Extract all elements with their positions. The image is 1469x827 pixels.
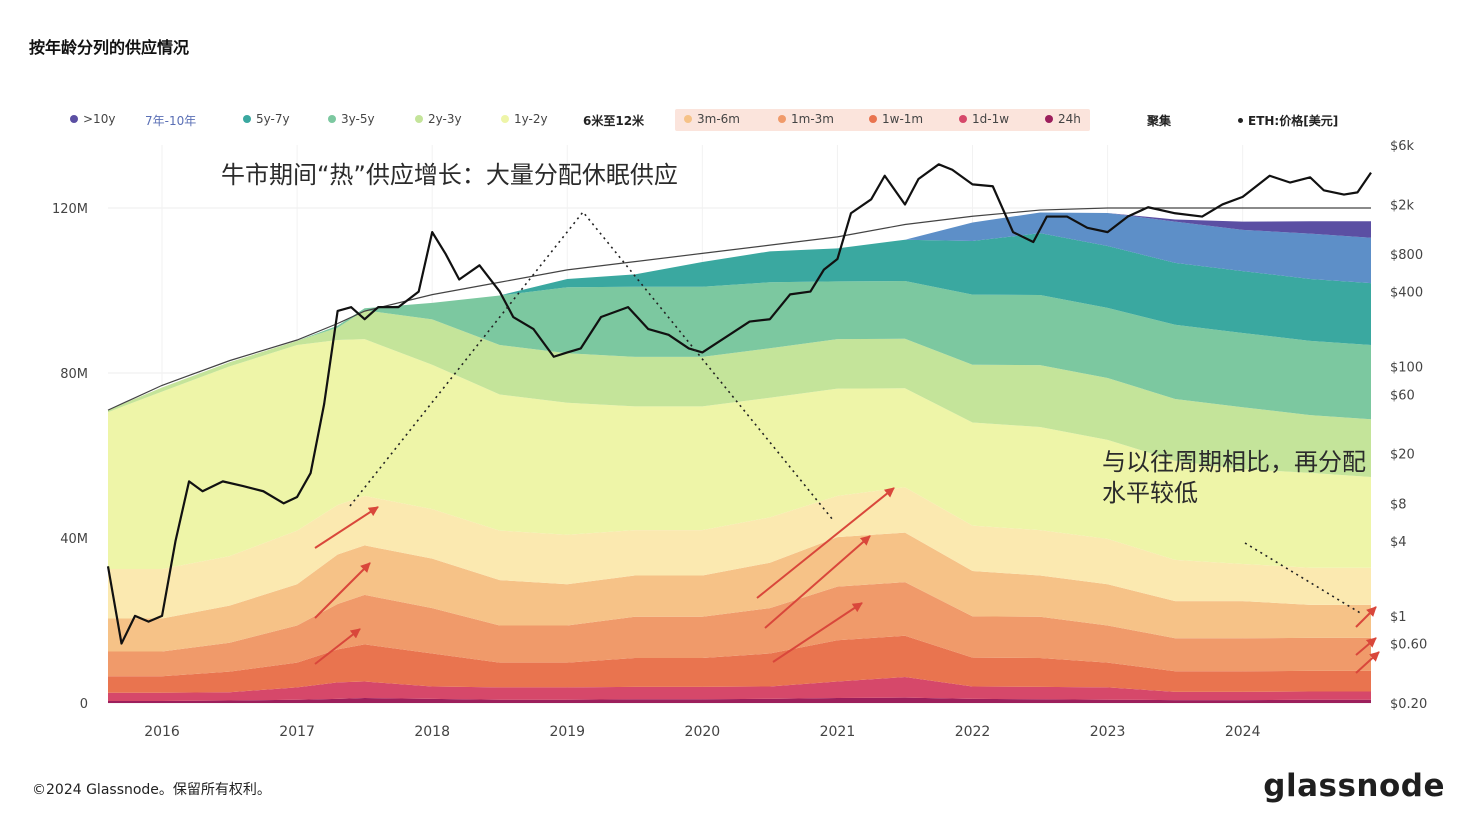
- legend-label: >10y: [83, 112, 116, 126]
- area-band: [108, 212, 1371, 411]
- red-arrow: [314, 628, 361, 665]
- legend-label: 2y-3y: [428, 112, 462, 126]
- x-tick-label: 2019: [549, 724, 585, 740]
- area-bands: [108, 212, 1371, 703]
- legend-item-aggregate[interactable]: 聚集: [1147, 112, 1171, 129]
- legend-item-1w-1m[interactable]: 1w-1m: [869, 112, 923, 126]
- legend-swatch: [869, 115, 877, 123]
- red-arrow: [1355, 637, 1377, 656]
- red-arrow: [1355, 606, 1377, 628]
- legend-swatch: [778, 115, 786, 123]
- x-tick-label: 2018: [414, 724, 450, 740]
- y-axis-left: 0 40M 80M 120M: [52, 202, 88, 712]
- x-tick-label: 2024: [1225, 724, 1261, 740]
- y-right-tick-label: $1: [1390, 610, 1407, 625]
- red-arrow: [772, 602, 863, 663]
- area-band: [108, 697, 1371, 703]
- legend-item-5y-7y[interactable]: 5y-7y: [243, 112, 290, 126]
- legend-label: 1d-1w: [972, 112, 1010, 126]
- area-band: [108, 281, 1371, 420]
- y-right-tick-label: $60: [1390, 388, 1415, 403]
- legend-swatch: [415, 115, 423, 123]
- y-left-tick-label: 0: [80, 697, 88, 712]
- legend-label: 1w-1m: [882, 112, 924, 126]
- annotation-redistribution: 与以往周期相比，再分配水平较低: [1102, 448, 1366, 507]
- red-arrow: [764, 535, 871, 629]
- legend-item-3y-5y[interactable]: 3y-5y: [328, 112, 375, 126]
- red-arrow: [314, 506, 379, 549]
- legend-short-term-band: [675, 109, 1090, 131]
- legend-label: ETH:价格[美元]: [1248, 114, 1339, 128]
- x-tick-label: 2017: [279, 724, 315, 740]
- red-arrow: [314, 562, 371, 619]
- legend-swatch: [501, 115, 509, 123]
- area-band: [108, 635, 1371, 693]
- x-tick-label: 2021: [820, 724, 856, 740]
- legend-label: 1y-2y: [514, 112, 548, 126]
- legend-label: 7年-10年: [145, 114, 197, 128]
- chart-title: 按年龄分列的供应情况: [29, 38, 190, 57]
- area-band: [108, 532, 1371, 652]
- legend: >10y 7年-10年 5y-7y 3y-5y 2y-3y 1y-2y 6米至1…: [60, 106, 1360, 132]
- legend-item-gt10y[interactable]: >10y: [70, 112, 115, 126]
- legend-item-6m-12m[interactable]: 6米至12米: [583, 112, 644, 129]
- legend-item-7y-10y[interactable]: 7年-10年: [145, 112, 196, 129]
- y-left-tick-label: 120M: [52, 202, 88, 217]
- y-right-tick-label: $400: [1390, 286, 1423, 301]
- legend-label: 3y-5y: [341, 112, 375, 126]
- y-right-tick-label: $6k: [1390, 139, 1415, 154]
- red-arrow: [756, 487, 895, 599]
- y-right-tick-label: $8: [1390, 497, 1407, 512]
- annotation-dotted-line: [1244, 542, 1363, 615]
- x-axis: 2016 2017 2018 2019 2020 2021 2022 2023 2024: [144, 724, 1260, 740]
- area-band: [108, 677, 1371, 701]
- legend-item-2y-3y[interactable]: 2y-3y: [415, 112, 462, 126]
- legend-item-1m-3m[interactable]: 1m-3m: [778, 112, 834, 126]
- legend-swatch: [684, 115, 692, 123]
- y-right-tick-label: $20: [1390, 448, 1415, 463]
- x-tick-label: 2020: [685, 724, 721, 740]
- y-right-tick-label: $0.60: [1390, 638, 1427, 653]
- x-tick-label: 2022: [955, 724, 991, 740]
- legend-swatch: [70, 115, 78, 123]
- legend-line-swatch: [1238, 118, 1243, 123]
- x-tick-label: 2023: [1090, 724, 1126, 740]
- copyright-footer: ©2024 Glassnode。保留所有权利。: [32, 782, 271, 798]
- legend-label: 24h: [1058, 112, 1081, 126]
- legend-label: 5y-7y: [256, 112, 290, 126]
- legend-swatch: [959, 115, 967, 123]
- y-right-tick-label: $4: [1390, 535, 1407, 550]
- legend-item-1y-2y[interactable]: 1y-2y: [501, 112, 548, 126]
- red-arrow: [1355, 651, 1380, 674]
- legend-label: 3m-6m: [697, 112, 740, 126]
- legend-label: 1m-3m: [791, 112, 834, 126]
- y-left-tick-label: 40M: [60, 532, 88, 547]
- y-right-tick-label: $800: [1390, 248, 1423, 263]
- legend-swatch: [328, 115, 336, 123]
- area-band: [108, 582, 1371, 677]
- glassnode-logo: glassnode: [1263, 768, 1445, 804]
- legend-item-24h[interactable]: 24h: [1045, 112, 1081, 126]
- legend-label: 6米至12米: [583, 114, 645, 128]
- area-band: [108, 233, 1371, 411]
- area-band: [108, 310, 1371, 477]
- legend-swatch: [243, 115, 251, 123]
- legend-swatch: [1045, 115, 1053, 123]
- x-tick-label: 2016: [144, 724, 180, 740]
- y-right-tick-label: $0.20: [1390, 697, 1427, 712]
- y-right-tick-label: $100: [1390, 361, 1423, 376]
- y-left-tick-label: 80M: [60, 367, 88, 382]
- annotation-arrows: [314, 210, 1380, 674]
- y-right-tick-label: $2k: [1390, 198, 1415, 213]
- area-band: [108, 339, 1371, 569]
- legend-item-eth-price[interactable]: ETH:价格[美元]: [1238, 112, 1338, 129]
- annotation-bull-market: 牛市期间“热”供应增长：大量分配休眠供应: [221, 161, 678, 189]
- legend-item-1d-1w[interactable]: 1d-1w: [959, 112, 1009, 126]
- y-axis-right: $0.20 $0.60 $1 $4 $8 $20 $60 $100 $400 $800 $2k $6k: [1390, 139, 1427, 712]
- legend-item-3m-6m[interactable]: 3m-6m: [684, 112, 740, 126]
- legend-label: 聚集: [1147, 114, 1172, 128]
- area-band: [108, 487, 1371, 619]
